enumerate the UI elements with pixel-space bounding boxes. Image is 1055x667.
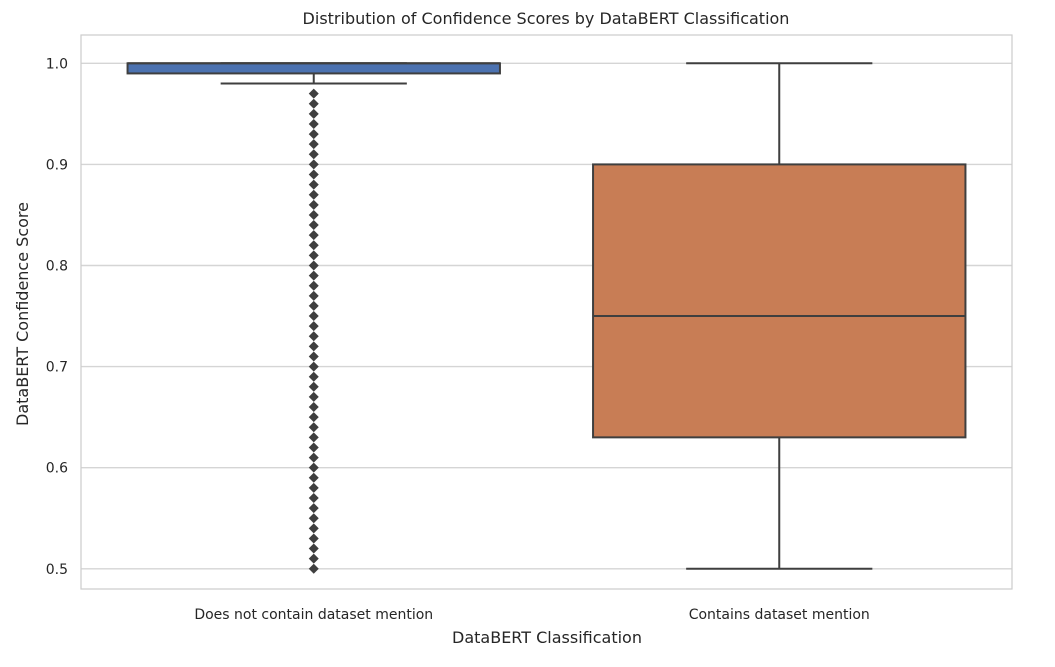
outlier-point <box>308 220 319 231</box>
plot-frame <box>80 34 1013 590</box>
y-axis-ticks: 0.5 0.6 0.7 0.8 0.9 1.0 <box>46 56 68 577</box>
x-tick-label: Does not contain dataset mention <box>194 607 433 623</box>
box-body <box>592 163 967 439</box>
outlier-point <box>308 371 319 382</box>
outlier-point <box>308 300 319 311</box>
outlier-point <box>308 341 319 352</box>
outlier-point <box>308 169 319 180</box>
outlier-point <box>308 472 319 483</box>
plot-area <box>126 62 967 574</box>
outlier-point <box>308 290 319 301</box>
x-axis-ticks: Does not contain dataset mention Contains… <box>194 607 869 623</box>
box-body <box>126 62 501 75</box>
outlier-point <box>308 240 319 251</box>
outlier-point <box>308 482 319 493</box>
outlier-point <box>308 402 319 413</box>
y-tick-label: 0.9 <box>46 157 68 173</box>
outlier-point <box>308 199 319 210</box>
outlier-point <box>308 139 319 150</box>
outlier-point <box>308 503 319 514</box>
outlier-point <box>308 321 319 332</box>
outlier-point <box>308 108 319 119</box>
outlier-point <box>308 209 319 220</box>
outlier-point <box>308 98 319 109</box>
y-tick-label: 0.8 <box>46 258 68 274</box>
outlier-point <box>308 361 319 372</box>
outlier-point <box>308 230 319 241</box>
outlier-point <box>308 432 319 443</box>
y-tick-label: 1.0 <box>46 56 68 72</box>
y-tick-label: 0.5 <box>46 562 68 578</box>
outlier-point <box>308 442 319 453</box>
y-tick-label: 0.6 <box>46 461 68 477</box>
outlier-point <box>308 179 319 190</box>
outlier-point <box>308 513 319 524</box>
outlier-point <box>308 553 319 564</box>
x-tick-label: Contains dataset mention <box>689 607 870 623</box>
outlier-point <box>308 563 319 574</box>
chart-title: Distribution of Confidence Scores by Dat… <box>303 9 790 28</box>
outlier-point <box>308 493 319 504</box>
outlier-point <box>308 412 319 423</box>
outlier-point <box>308 452 319 463</box>
outlier-point <box>308 533 319 544</box>
outlier-point <box>308 351 319 362</box>
box-group <box>126 62 501 574</box>
outlier-point <box>308 250 319 261</box>
outlier-point <box>308 118 319 129</box>
y-tick-label: 0.7 <box>46 360 68 376</box>
outlier-point <box>308 159 319 170</box>
outlier-point <box>308 422 319 433</box>
outlier-point <box>308 149 319 160</box>
outlier-point <box>308 523 319 534</box>
outlier-point <box>308 280 319 291</box>
box-group <box>592 62 967 570</box>
outlier-point <box>308 189 319 200</box>
outlier-point <box>308 260 319 271</box>
outlier-point <box>308 311 319 322</box>
outlier-point <box>308 543 319 554</box>
outlier-point <box>308 462 319 473</box>
y-axis-label: DataBERT Confidence Score <box>13 202 32 426</box>
outlier-point <box>308 381 319 392</box>
outlier-point <box>308 270 319 281</box>
outlier-point <box>308 391 319 402</box>
outlier-point <box>308 331 319 342</box>
outlier-point <box>308 129 319 140</box>
outlier-point <box>308 88 319 99</box>
x-axis-label: DataBERT Classification <box>452 628 642 647</box>
